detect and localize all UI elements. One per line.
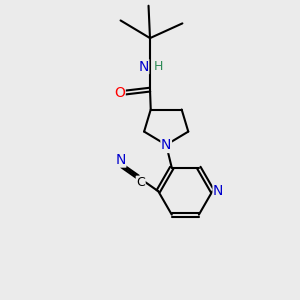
Text: N: N bbox=[138, 60, 149, 74]
Text: N: N bbox=[161, 138, 171, 152]
Text: C: C bbox=[136, 176, 145, 189]
Text: H: H bbox=[154, 60, 163, 73]
Text: N: N bbox=[213, 184, 224, 198]
Text: N: N bbox=[116, 153, 126, 167]
Text: O: O bbox=[114, 85, 125, 100]
